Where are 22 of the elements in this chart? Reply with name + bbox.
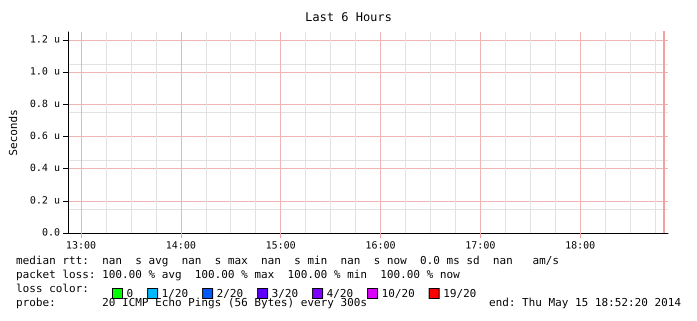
x-tick-label: 15:00	[266, 240, 296, 252]
y-axis-title: Seconds	[7, 109, 20, 156]
y-tick-label: 1.2 u	[30, 34, 60, 46]
y-tick-label: 0.4 u	[30, 163, 60, 174]
legend-label: 19/20	[443, 287, 476, 300]
text: median rtt: nan s avg nan s max nan s min nan s now 0.0 ms sd nan am/s	[16, 254, 560, 267]
y-tick-label: 0.8 u	[30, 98, 60, 110]
text: packet loss: 100.00 % avg 100.00 % max 100.00 % min 100.00 % now	[16, 268, 460, 281]
chart-title: Last 6 Hours	[305, 10, 392, 24]
x-tick-label: 18:00	[565, 240, 596, 252]
text: end: Thu May 15 18:52:20 2014	[488, 296, 682, 309]
y-tick-label: 1.0 u	[30, 66, 60, 78]
x-tick-label: 16:00	[365, 240, 396, 252]
legend-label: 1/20	[162, 287, 188, 300]
y-tick-label: 0.2 u	[30, 195, 60, 206]
legend-label: 10/20	[382, 287, 415, 300]
x-tick-label: 13:00	[66, 240, 96, 252]
x-tick-label: 14:00	[166, 240, 196, 252]
y-tick-label: 0.0	[42, 228, 60, 238]
y-tick-label: 0.6 u	[30, 131, 60, 142]
legend-title: loss color:	[16, 282, 89, 295]
x-tick-label: 17:00	[465, 240, 496, 252]
